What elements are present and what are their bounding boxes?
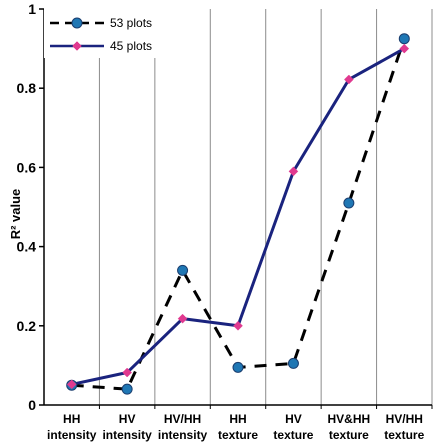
series-lines — [71, 38, 406, 391]
y-tick-label: 0.8 — [17, 80, 37, 96]
y-tick-label: 0.4 — [17, 239, 37, 255]
series-2-point — [399, 43, 410, 54]
series-2-point — [177, 313, 188, 324]
y-tick-label: 0 — [28, 397, 36, 413]
x-tick-label-line2: intensity — [102, 428, 152, 442]
series-1-point — [232, 361, 244, 373]
series-2-point — [288, 166, 299, 177]
x-tick-label-line1: HV — [119, 412, 136, 426]
x-tick-label-line1: HV/HH — [386, 412, 423, 426]
y-tick-label: 0.2 — [17, 318, 37, 334]
legend-marker-2 — [72, 41, 82, 51]
grid-lines — [98, 9, 433, 405]
series-2-point — [233, 320, 243, 331]
series-1-point — [177, 264, 189, 276]
axes — [39, 8, 433, 409]
legend: 53 plots 45 plots — [44, 8, 174, 58]
y-tick-label: 0.6 — [17, 159, 37, 175]
series-line-1 — [71, 38, 406, 391]
series-2-point — [66, 379, 77, 390]
x-tick-label-line2: texture — [273, 428, 313, 442]
y-axis-title: R² value — [8, 189, 23, 240]
x-tick-label-line1: HV/HH — [164, 412, 201, 426]
series-1-point — [343, 197, 355, 209]
x-tick-label-line2: texture — [218, 428, 258, 442]
series-line-2 — [71, 47, 406, 386]
x-tick-label-line1: HV&HH — [328, 412, 371, 426]
y-tick-label: 1 — [28, 1, 36, 17]
legend-marker-1 — [71, 17, 83, 29]
x-tick-label-line1: HH — [63, 412, 80, 426]
x-tick-labels: HH intensity HV intensity HV/HH intensity HH te… — [47, 412, 425, 442]
x-tick-label-line2: texture — [384, 428, 424, 442]
legend-background — [44, 8, 174, 58]
legend-label-1: 53 plots — [110, 16, 152, 30]
x-tick-label-line2: texture — [329, 428, 369, 442]
legend-label-2: 45 plots — [110, 39, 152, 53]
series-1-point — [121, 383, 133, 395]
series-1-point — [398, 33, 410, 45]
x-tick-label-line2: intensity — [158, 428, 208, 442]
series-1-point — [287, 357, 299, 369]
x-tick-label-line2: intensity — [47, 428, 97, 442]
series-markers — [66, 33, 410, 395]
y-tick-labels: 0 0.2 0.4 0.6 0.8 1 — [17, 1, 37, 413]
series-2-point — [122, 367, 132, 378]
series-2-point — [344, 74, 354, 85]
x-tick-label-line1: HV — [285, 412, 302, 426]
x-tick-label-line1: HH — [229, 412, 246, 426]
